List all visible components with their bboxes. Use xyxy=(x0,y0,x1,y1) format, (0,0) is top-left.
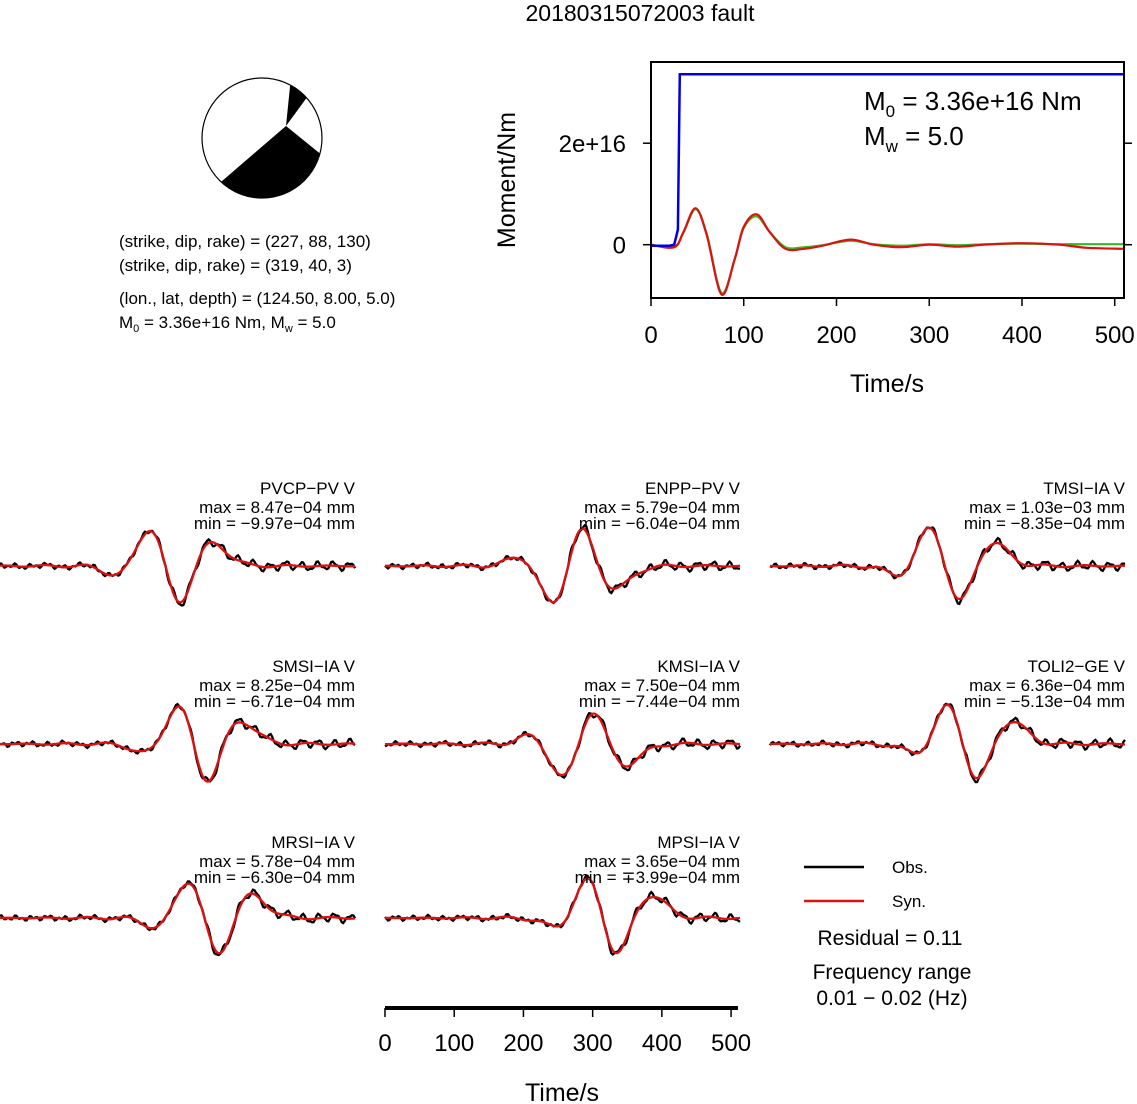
station-name: SMSI−IA V xyxy=(272,657,355,676)
moment-series-rate-green xyxy=(650,208,1124,295)
waveform-x-tick-label: 100 xyxy=(434,1030,474,1057)
legend-obs-label: Obs. xyxy=(892,858,928,877)
station-min: min = −6.04e−04 mm xyxy=(579,514,740,533)
station-max: max = 7.50e−04 mm xyxy=(584,676,740,695)
waveform-x-tick-label: 200 xyxy=(503,1030,543,1057)
waveform-x-tick-label: 0 xyxy=(378,1030,391,1057)
focal-mechanism-beachball xyxy=(201,77,323,199)
station-name: MPSI−IA V xyxy=(657,833,740,852)
moment-series-cumulative xyxy=(651,72,1124,247)
station-max: max = 5.78e−04 mm xyxy=(199,852,355,871)
moment-x-tick-label: 200 xyxy=(816,322,856,349)
waveform-syn-trace xyxy=(0,882,356,955)
mechanism-location: (lon., lat, depth) = (124.50, 8.00, 5.0) xyxy=(119,289,395,308)
station-name: ENPP−PV V xyxy=(645,479,741,498)
waveform-syn-trace xyxy=(769,703,1125,780)
station-max: max = 8.47e−04 mm xyxy=(199,498,355,517)
station-max: max = 3.65e−04 mm xyxy=(584,852,740,871)
station-min: min = −6.30e−04 mm xyxy=(194,868,355,887)
waveform-obs-trace xyxy=(384,711,741,780)
waveform-x-axis-label: Time/s xyxy=(525,1079,599,1104)
waveform-obs-trace xyxy=(384,874,741,957)
moment-annotation-m0: M0 = 3.36e+16 Nm xyxy=(864,86,1082,121)
waveform-time-axis: 0 100 200 300 400 500 xyxy=(378,1006,751,1057)
figure-title: 20180315072003 fault xyxy=(526,0,756,26)
frequency-range-value: 0.01 − 0.02 (Hz) xyxy=(816,987,967,1010)
station-name: TMSI−IA V xyxy=(1043,479,1125,498)
waveform-x-tick-label: 300 xyxy=(573,1030,613,1057)
waveform-legend: Obs. Syn. xyxy=(804,858,928,911)
beachball-compressional-quadrant-lower xyxy=(221,126,320,199)
station-name: KMSI−IA V xyxy=(657,657,740,676)
station-min: min = −6.71e−04 mm xyxy=(194,692,355,711)
station-name: MRSI−IA V xyxy=(271,833,355,852)
station-max: max = 1.03e−03 mm xyxy=(969,498,1125,517)
moment-x-axis-label: Time/s xyxy=(850,370,924,398)
frequency-range-title: Frequency range xyxy=(813,961,972,984)
moment-y-tick-label: 2e+16 xyxy=(559,131,626,158)
moment-plot-frame xyxy=(650,61,1125,299)
waveform-obs-trace xyxy=(0,702,356,783)
station-min: min = −8.35e−04 mm xyxy=(964,514,1125,533)
waveform-x-tick-label: 500 xyxy=(711,1030,751,1057)
moment-x-tick-label: 300 xyxy=(909,322,949,349)
waveform-syn-trace xyxy=(385,877,741,955)
station-min: min = −5.13e−04 mm xyxy=(964,692,1125,711)
waveform-syn-trace xyxy=(770,526,1125,601)
moment-x-tick-label: 100 xyxy=(724,322,764,349)
mechanism-plane-2: (strike, dip, rake) = (319, 40, 3) xyxy=(119,256,352,275)
waveform-syn-trace xyxy=(384,527,741,604)
residual-text: Residual = 0.11 xyxy=(818,927,963,950)
mechanism-plane-1: (strike, dip, rake) = (227, 88, 130) xyxy=(119,232,371,251)
station-name: TOLI2−GE V xyxy=(1028,657,1126,676)
moment-series-rate-red xyxy=(650,207,1125,296)
waveform-syn-trace xyxy=(0,529,356,604)
station-min: min = ∓3.99e−04 mm xyxy=(575,868,740,887)
mechanism-moment: M0 = 3.36e+16 Nm, Mw = 5.0 xyxy=(119,313,336,335)
waveform-obs-trace xyxy=(384,523,740,605)
moment-y-axis-label: Moment/Nm xyxy=(493,112,521,248)
station-min: min = −7.44e−04 mm xyxy=(579,692,740,711)
moment-x-tick-label: 500 xyxy=(1095,322,1135,349)
legend-syn-label: Syn. xyxy=(892,892,926,911)
station-min: min = −9.97e−04 mm xyxy=(194,514,355,533)
station-max: max = 5.79e−04 mm xyxy=(584,498,740,517)
waveform-obs-trace xyxy=(0,529,357,607)
waveform-x-tick-label: 400 xyxy=(642,1030,682,1057)
waveform-syn-trace xyxy=(385,712,741,777)
moment-x-tick-label: 400 xyxy=(1002,322,1042,349)
moment-y-tick-label: 0 xyxy=(613,233,626,260)
station-max: max = 8.25e−04 mm xyxy=(199,676,355,695)
moment-x-tick-label: 0 xyxy=(644,322,657,349)
waveform-syn-trace xyxy=(0,705,356,783)
station-name: PVCP−PV V xyxy=(260,479,356,498)
station-max: max = 6.36e−04 mm xyxy=(969,676,1125,695)
beachball-compressional-quadrant-upper xyxy=(286,85,307,126)
moment-annotation-mw: Mw = 5.0 xyxy=(864,121,964,156)
